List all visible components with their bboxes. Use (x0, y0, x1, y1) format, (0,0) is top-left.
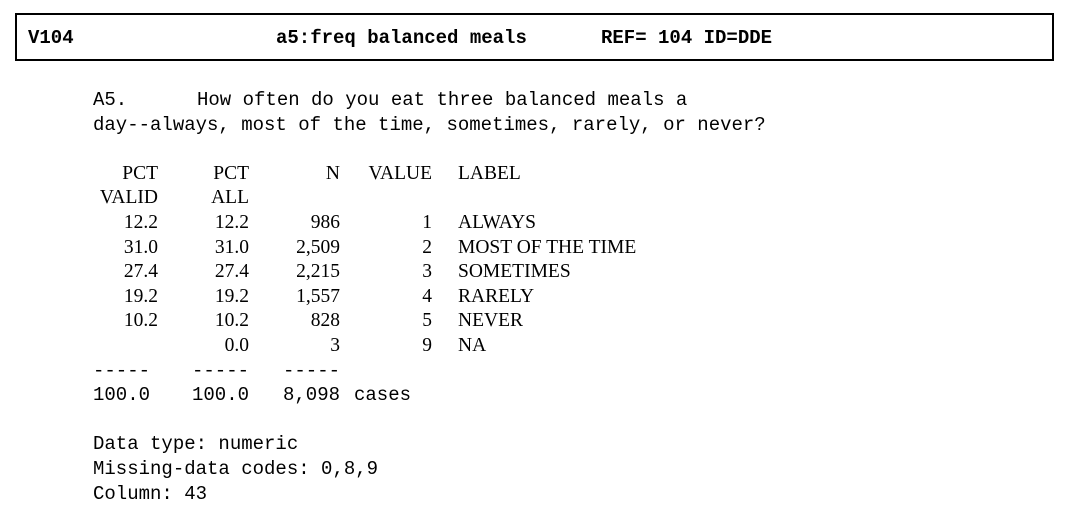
variable-title: a5:freq balanced meals (276, 27, 527, 49)
pct-all-cell: 19.2 (214, 285, 249, 307)
pct-valid-cell: 10.2 (123, 310, 158, 332)
n-cell: 3 (330, 334, 340, 356)
n-cell: 828 (310, 310, 340, 332)
separator: ----- (191, 359, 249, 382)
value-cell: 2 (422, 236, 432, 258)
question-line-1: A5. How often do you eat three balanced m… (93, 88, 766, 113)
variable-reference: REF= 104 ID=DDE (601, 27, 773, 49)
label-cell: MOST OF THE TIME (458, 236, 637, 258)
n-cell: 2,509 (296, 236, 340, 258)
question-text-1: How often do you eat three balanced meal… (197, 89, 688, 111)
total-pct-all: 100.0 (191, 384, 249, 407)
label-cell: NEVER (458, 310, 523, 332)
value-cell: 3 (422, 261, 432, 283)
total-n: 8,098 (282, 384, 340, 407)
total-row: 100.0 100.0 8,098 cases (93, 383, 636, 408)
separator: ----- (93, 359, 151, 382)
separator: ----- (282, 359, 340, 382)
variable-id: V104 (28, 27, 74, 49)
header-label: LABEL (458, 162, 521, 184)
value-cell: 9 (422, 334, 432, 356)
pct-valid-cell: 31.0 (123, 236, 158, 258)
value-cell: 5 (422, 310, 432, 332)
table-header-row-2: VALID ALL (93, 186, 636, 211)
table-header-row: PCT PCT N VALUE LABEL (93, 162, 636, 187)
data-type: Data type: numeric (93, 433, 299, 456)
table-row: 19.2 19.2 1,557 4 RARELY (93, 285, 636, 310)
n-cell: 2,215 (296, 261, 340, 283)
label-cell: RARELY (458, 285, 535, 307)
question-number: A5. (93, 89, 128, 111)
table-row: 0.0 3 9 NA (93, 334, 636, 359)
table-row: 10.2 10.2 828 5 NEVER (93, 309, 636, 334)
table-row: 27.4 27.4 2,215 3 SOMETIMES (93, 260, 636, 285)
pct-valid-cell (93, 334, 158, 359)
codebook-entry: A5. How often do you eat three balanced m… (93, 88, 766, 506)
header-n: N (325, 162, 340, 184)
n-cell: 986 (310, 211, 340, 233)
header-valid: VALID (99, 187, 158, 209)
header-pct-all: PCT (213, 162, 249, 184)
n-cell: 1,557 (296, 285, 340, 307)
pct-all-cell: 31.0 (214, 236, 249, 258)
pct-valid-cell: 12.2 (123, 211, 158, 233)
pct-all-cell: 12.2 (214, 211, 249, 233)
missing-data-codes: Missing-data codes: 0,8,9 (93, 457, 379, 480)
value-cell: 1 (422, 211, 432, 233)
total-suffix: cases (354, 384, 412, 407)
variable-header-box: V104 a5:freq balanced meals REF= 104 ID=… (15, 13, 1054, 61)
table-row: 12.2 12.2 986 1 ALWAYS (93, 211, 636, 236)
pct-all-cell: 10.2 (214, 310, 249, 332)
column-number: Column: 43 (93, 482, 208, 505)
label-cell: SOMETIMES (458, 261, 571, 283)
label-cell: ALWAYS (458, 211, 537, 233)
header-pct-valid: PCT (122, 162, 158, 184)
header-value: VALUE (368, 162, 432, 184)
frequency-table: PCT PCT N VALUE LABEL VALID ALL 12.2 12.… (93, 162, 636, 408)
pct-valid-cell: 27.4 (123, 261, 158, 283)
total-pct-valid: 100.0 (93, 384, 151, 407)
pct-all-cell: 0.0 (224, 334, 249, 356)
label-cell: NA (458, 334, 487, 356)
table-row: 31.0 31.0 2,509 2 MOST OF THE TIME (93, 236, 636, 261)
question-line-2: day--always, most of the time, sometimes… (93, 113, 766, 136)
separator-row: ----- ----- ----- (93, 359, 636, 384)
pct-all-cell: 27.4 (214, 261, 249, 283)
header-all: ALL (211, 187, 249, 209)
value-cell: 4 (422, 285, 432, 307)
pct-valid-cell: 19.2 (123, 285, 158, 307)
